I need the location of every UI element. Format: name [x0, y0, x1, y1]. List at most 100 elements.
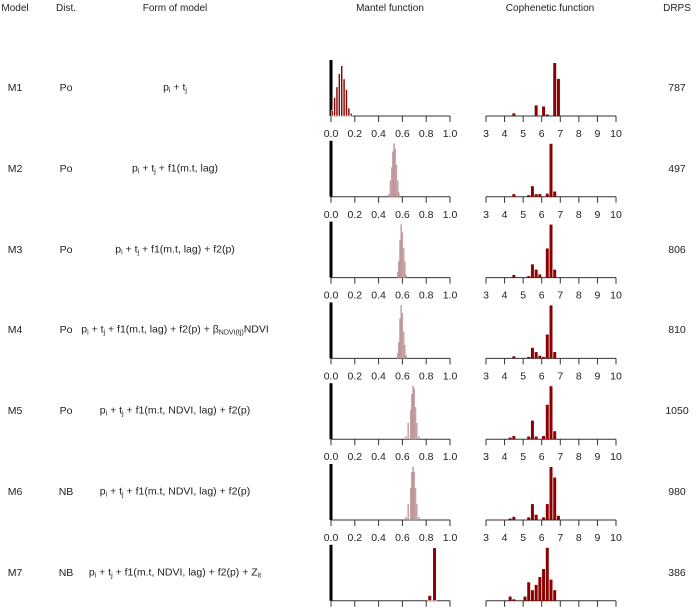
drps-value: 497 [668, 162, 686, 175]
mantel-tick-label: 0.8 [419, 451, 434, 463]
cophenetic-tick-label: 6 [539, 451, 545, 463]
mantel-tick-label: 0.6 [395, 290, 410, 302]
mantel-bar [412, 386, 414, 440]
mantel-tick-label: 0.2 [347, 128, 362, 140]
mantel-tick-label: 0.2 [347, 532, 362, 544]
mantel-bar [401, 232, 404, 278]
cophenetic-tick-label: 6 [539, 532, 545, 544]
mantel-tick-label: 0.4 [371, 370, 386, 382]
mantel-bar [405, 517, 407, 521]
mantel-tick-label: 0.6 [395, 451, 410, 463]
mantel-tick-label: 1.0 [443, 370, 458, 382]
cophenetic-bar [542, 517, 546, 520]
mantel-bar [396, 272, 399, 278]
header-form: Form of model [142, 3, 208, 14]
cophenetic-bar [512, 274, 516, 278]
cophenetic-bar [527, 582, 531, 601]
mantel-bar [432, 547, 437, 602]
formula-subscript: j [122, 410, 124, 418]
mantel-bar [330, 110, 334, 117]
cophenetic-tick-label: 6 [539, 128, 545, 140]
mantel-bar [414, 488, 417, 521]
formula-term: + f1(m.t, NDVI, lag) + f2(p) [123, 485, 251, 498]
cophenetic-bar [527, 517, 531, 520]
cophenetic-bar [545, 193, 549, 197]
cophenetic-bar [534, 584, 538, 601]
mantel-tick-label: 0.4 [371, 532, 386, 544]
mantel-bar [388, 193, 390, 197]
formula-term: NDVI [243, 323, 269, 336]
formula-subscript: j [137, 249, 140, 257]
formula-subscript: j [154, 168, 156, 176]
cophenetic-bar [530, 186, 534, 197]
distribution: Po [59, 82, 73, 94]
mantel-tick-label: 0.8 [419, 290, 434, 302]
mantel-bar [391, 167, 393, 197]
cophenetic-bar [534, 105, 538, 116]
cophenetic-tick-label: 3 [483, 128, 489, 140]
model-formula: pi + tj [163, 82, 187, 95]
cophenetic-tick-label: 8 [576, 209, 582, 221]
mantel-bar [407, 503, 410, 521]
cophenetic-bar [527, 276, 531, 278]
cophenetic-tick-label: 8 [576, 532, 582, 544]
cophenetic-tick-label: 5 [520, 209, 526, 221]
cophenetic-bar [508, 437, 512, 440]
distribution: Po [59, 324, 73, 337]
mantel-bar [413, 388, 415, 440]
mantel-bar [418, 436, 420, 440]
model-id: M2 [7, 162, 23, 175]
cophenetic-tick-label: 3 [483, 209, 489, 221]
cophenetic-bar [538, 576, 542, 601]
formula-term: p [163, 81, 169, 94]
mantel-bar [400, 305, 402, 359]
mantel-bar [402, 248, 405, 278]
cophenetic-bar [549, 386, 553, 440]
mantel-bar [345, 89, 348, 117]
mantel-bar [405, 274, 407, 278]
drps-value: 810 [668, 324, 686, 337]
model-id: M1 [7, 82, 23, 94]
mantel-bar [400, 224, 402, 278]
formula-subscript: i [121, 249, 123, 257]
formula-subscript: i [105, 491, 108, 499]
cophenetic-tick-label: 8 [576, 451, 582, 463]
cophenetic-bar [527, 436, 531, 440]
formula-term: + f1(m.t, lag) + f2(p) + β [105, 323, 219, 336]
cophenetic-bar [512, 599, 516, 601]
mantel-bar [392, 151, 394, 197]
cophenetic-tick-label: 7 [557, 290, 563, 302]
cophenetic-bar [534, 436, 538, 440]
mantel-bar [407, 423, 410, 440]
mantel-bar [340, 65, 344, 117]
model-id: M7 [7, 566, 23, 579]
mantel-bar [335, 86, 339, 117]
formula-term: p [88, 566, 95, 579]
model-id: M5 [7, 405, 23, 418]
cophenetic-bar [512, 436, 516, 440]
mantel-tick-label: 0.2 [347, 209, 362, 221]
formula-subscript: NDVI(tj) [218, 329, 244, 337]
cophenetic-tick-label: 5 [520, 451, 526, 463]
mantel-tick-label: 0.8 [419, 370, 434, 382]
distribution: Po [59, 162, 73, 175]
cophenetic-tick-label: 10 [610, 290, 622, 302]
cophenetic-bar [530, 590, 534, 601]
mantel-tick-label: 0.4 [371, 451, 386, 463]
model-formula: pi + tj + f1(m.t, lag) + f2(p) [115, 243, 235, 256]
cophenetic-bar [553, 352, 557, 359]
mantel-tick-label: 0.4 [371, 209, 386, 221]
formula-subscript: it [257, 572, 262, 580]
mantel-tick-label: 0.8 [419, 532, 434, 544]
formula-subscript: i [94, 572, 97, 580]
model-formula: pi + tj + f1(m.t, lag) + f2(p) + βNDVI(t… [81, 324, 269, 337]
drps-value: 1050 [665, 405, 689, 418]
cophenetic-tick-label: 7 [557, 209, 563, 221]
mantel-tick-label: 0.0 [324, 451, 339, 463]
mantel-bar [347, 107, 351, 117]
mantel-bar [402, 331, 405, 359]
cophenetic-bar [553, 63, 557, 116]
cophenetic-tick-label: 4 [502, 128, 508, 140]
model-id: M4 [7, 324, 23, 337]
cophenetic-bar [512, 356, 516, 359]
